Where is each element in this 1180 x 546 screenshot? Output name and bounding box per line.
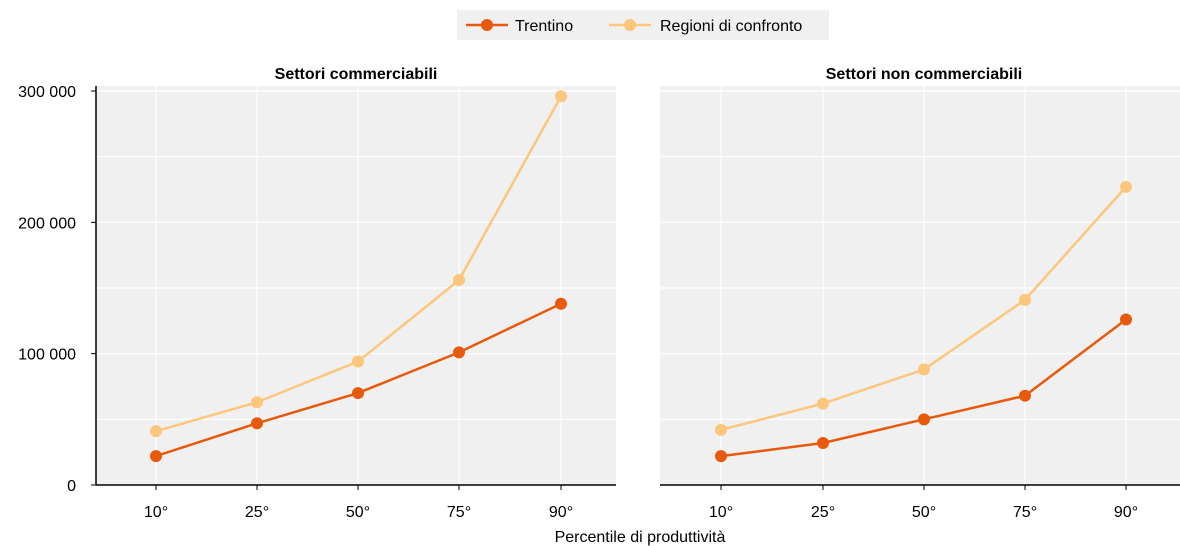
legend-label-regioni: Regioni di confronto [660,18,802,35]
series-layer [715,180,1132,463]
x-axis: 10° 25° 50° 75° 90° [660,484,1180,521]
x-tick-label: 90° [1114,504,1138,521]
y-axis: 0 100 000 200 000 300 000 [18,84,97,495]
data-point-trentino [1120,313,1132,326]
x-tick-label: 25° [811,504,835,521]
panel-title: Settori commerciabili [275,66,438,83]
data-point-trentino [715,450,727,463]
data-point-regioni-di-confronto [555,90,567,103]
x-tick-label: 25° [245,504,269,521]
y-tick-label: 300 000 [18,84,76,101]
legend: Trentino Regioni di confronto [457,10,829,40]
x-tick-label: 75° [447,504,471,521]
data-point-trentino [817,436,829,449]
data-point-trentino [453,346,465,359]
data-point-regioni-di-confronto [1120,180,1132,193]
data-point-trentino [555,297,567,310]
panel-title: Settori non commerciabili [826,66,1022,83]
x-tick-label: 50° [912,504,936,521]
data-point-trentino [918,413,930,426]
series-layer [150,90,567,463]
y-tick-label: 0 [67,478,76,495]
data-point-trentino [150,450,162,463]
data-point-trentino [352,387,364,400]
y-tick-label: 100 000 [18,347,76,364]
legend-label-trentino: Trentino [515,18,573,35]
x-axis: 10° 25° 50° 75° 90° [96,484,616,521]
x-tick-label: 50° [346,504,370,521]
data-point-regioni-di-confronto [352,355,364,368]
data-point-trentino [251,417,263,430]
data-point-regioni-di-confronto [150,425,162,438]
x-tick-label: 90° [549,504,573,521]
panel-settori-commerciabili: Settori commerciabili 0 100 000 200 000 300… [18,66,616,521]
data-point-trentino [1019,389,1031,402]
panel-settori-non-commerciabili: Settori non commerciabili 10° 25° 50° 75° 90… [660,66,1180,521]
y-tick-label: 200 000 [18,215,76,232]
data-point-regioni-di-confronto [1019,293,1031,306]
data-point-regioni-di-confronto [817,397,829,410]
x-tick-label: 75° [1013,504,1037,521]
legend-swatch-marker-regioni [624,19,636,31]
data-point-regioni-di-confronto [715,423,727,436]
x-axis-title: Percentile di produttività [555,529,726,546]
legend-swatch-marker-trentino [481,19,493,31]
data-point-regioni-di-confronto [918,363,930,376]
x-tick-label: 10° [144,504,168,521]
x-tick-label: 10° [709,504,733,521]
data-point-regioni-di-confronto [251,396,263,409]
data-point-regioni-di-confronto [453,274,465,287]
